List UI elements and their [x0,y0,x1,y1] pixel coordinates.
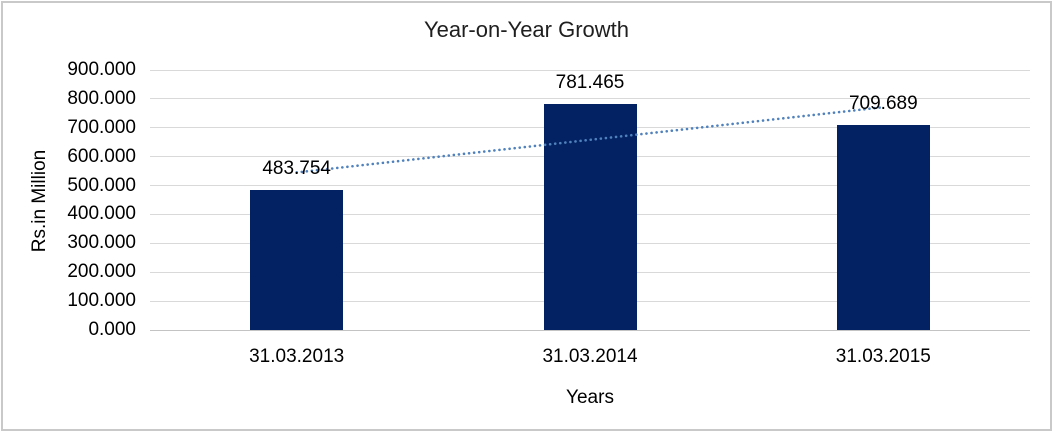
y-tick-label: 800.000 [67,87,136,109]
y-tick-label: 300.000 [67,232,136,254]
y-tick-label: 500.000 [67,174,136,196]
bar [250,190,344,330]
bar-value-label: 483.754 [262,158,331,180]
chart-title: Year-on-Year Growth [423,17,630,42]
x-tick-label: 31.03.2014 [542,346,638,367]
x-tick-label: 31.03.2015 [835,346,931,367]
bar-value-label: 709.689 [848,92,918,114]
bar [836,124,930,330]
x-axis-line [150,329,1030,331]
gridline [150,69,1030,71]
y-tick-label: 100.000 [67,290,136,312]
bar [543,104,637,330]
y-tick-label: 600.000 [67,145,136,167]
y-tick-label: 400.000 [67,203,136,225]
bar-value-label: 781.465 [555,72,625,94]
gridline [150,98,1030,100]
y-tick-label: 900.000 [67,59,136,80]
x-axis-title: Years [566,387,614,408]
x-tick-label: 31.03.2013 [249,346,345,367]
y-tick-label: 200.000 [67,261,136,283]
y-tick-label: 0.000 [88,319,136,340]
y-tick-label: 700.000 [67,116,136,138]
